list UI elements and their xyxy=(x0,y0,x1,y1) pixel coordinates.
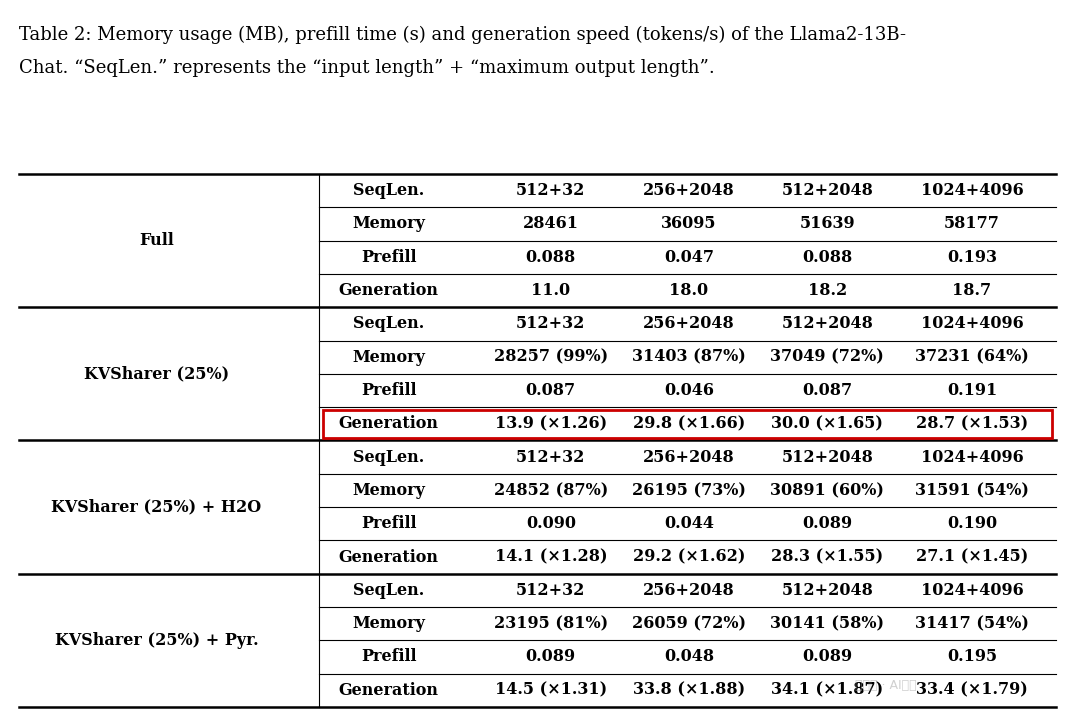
Text: KVSharer (25%) + Pyr.: KVSharer (25%) + Pyr. xyxy=(55,631,258,649)
Text: 0.046: 0.046 xyxy=(664,382,714,399)
Text: 0.089: 0.089 xyxy=(526,648,576,666)
Text: 29.8 (×1.66): 29.8 (×1.66) xyxy=(633,415,745,432)
Text: 512+32: 512+32 xyxy=(516,182,585,199)
Text: 512+2048: 512+2048 xyxy=(781,449,874,465)
Text: SeqLen.: SeqLen. xyxy=(353,182,424,199)
Text: 26059 (72%): 26059 (72%) xyxy=(632,615,746,632)
Text: 14.1 (×1.28): 14.1 (×1.28) xyxy=(495,549,607,566)
Text: 0.190: 0.190 xyxy=(947,515,997,532)
Text: 31403 (87%): 31403 (87%) xyxy=(632,349,746,365)
Text: 256+2048: 256+2048 xyxy=(644,449,734,465)
Text: 51639: 51639 xyxy=(799,215,855,233)
Text: 18.2: 18.2 xyxy=(808,282,847,299)
Text: 34.1 (×1.87): 34.1 (×1.87) xyxy=(771,682,883,699)
Text: Generation: Generation xyxy=(339,415,438,432)
Text: 18.7: 18.7 xyxy=(953,282,991,299)
Text: 512+32: 512+32 xyxy=(516,449,585,465)
Text: 18.0: 18.0 xyxy=(670,282,708,299)
Text: 0.087: 0.087 xyxy=(802,382,852,399)
Text: 512+2048: 512+2048 xyxy=(781,182,874,199)
Text: 256+2048: 256+2048 xyxy=(644,581,734,599)
Text: Chat. “SeqLen.” represents the “input length” + “maximum output length”.: Chat. “SeqLen.” represents the “input le… xyxy=(19,59,715,78)
Text: 0.089: 0.089 xyxy=(802,648,852,666)
Text: 0.193: 0.193 xyxy=(947,249,997,266)
Text: Prefill: Prefill xyxy=(361,648,417,666)
Text: 0.044: 0.044 xyxy=(664,515,714,532)
Text: 24852 (87%): 24852 (87%) xyxy=(494,482,608,499)
Text: 0.191: 0.191 xyxy=(947,382,997,399)
Text: 1024+4096: 1024+4096 xyxy=(920,581,1024,599)
Text: 27.1 (×1.45): 27.1 (×1.45) xyxy=(916,549,1028,566)
Text: 58177: 58177 xyxy=(944,215,1000,233)
Text: 36095: 36095 xyxy=(661,215,717,233)
Text: 0.088: 0.088 xyxy=(802,249,852,266)
Text: 28.7 (×1.53): 28.7 (×1.53) xyxy=(916,415,1028,432)
Text: 23195 (81%): 23195 (81%) xyxy=(494,615,608,632)
Text: 30141 (58%): 30141 (58%) xyxy=(770,615,885,632)
Text: 256+2048: 256+2048 xyxy=(644,182,734,199)
Text: 13.9 (×1.26): 13.9 (×1.26) xyxy=(495,415,607,432)
Text: 30.0 (×1.65): 30.0 (×1.65) xyxy=(771,415,883,432)
Text: 11.0: 11.0 xyxy=(531,282,570,299)
Text: 28.3 (×1.55): 28.3 (×1.55) xyxy=(771,549,883,566)
Text: 0.195: 0.195 xyxy=(947,648,997,666)
Text: Memory: Memory xyxy=(352,615,426,632)
Text: KVSharer (25%) + H2O: KVSharer (25%) + H2O xyxy=(52,499,261,515)
Text: 512+32: 512+32 xyxy=(516,581,585,599)
Text: 0.090: 0.090 xyxy=(526,515,576,532)
Text: 1024+4096: 1024+4096 xyxy=(920,315,1024,332)
Text: SeqLen.: SeqLen. xyxy=(353,315,424,332)
Text: Table 2: Memory usage (MB), prefill time (s) and generation speed (tokens/s) of : Table 2: Memory usage (MB), prefill time… xyxy=(19,25,906,44)
Text: SeqLen.: SeqLen. xyxy=(353,581,424,599)
Text: Memory: Memory xyxy=(352,349,426,365)
Text: 33.8 (×1.88): 33.8 (×1.88) xyxy=(633,682,745,699)
Text: 33.4 (×1.79): 33.4 (×1.79) xyxy=(916,682,1028,699)
Text: 512+32: 512+32 xyxy=(516,315,585,332)
Text: Prefill: Prefill xyxy=(361,515,417,532)
Text: 0.089: 0.089 xyxy=(802,515,852,532)
Text: 0.088: 0.088 xyxy=(526,249,576,266)
Text: 37231 (64%): 37231 (64%) xyxy=(915,349,1029,365)
Text: 29.2 (×1.62): 29.2 (×1.62) xyxy=(633,549,745,566)
Text: 公众号 · AI闲谈: 公众号 · AI闲谈 xyxy=(854,679,917,692)
Text: Prefill: Prefill xyxy=(361,382,417,399)
Text: 14.5 (×1.31): 14.5 (×1.31) xyxy=(495,682,607,699)
Text: 512+2048: 512+2048 xyxy=(781,581,874,599)
Text: 1024+4096: 1024+4096 xyxy=(920,182,1024,199)
Text: SeqLen.: SeqLen. xyxy=(353,449,424,465)
Text: KVSharer (25%): KVSharer (25%) xyxy=(84,365,229,382)
Text: 256+2048: 256+2048 xyxy=(644,315,734,332)
Text: 26195 (73%): 26195 (73%) xyxy=(632,482,746,499)
Text: 31591 (54%): 31591 (54%) xyxy=(915,482,1029,499)
Text: 31417 (54%): 31417 (54%) xyxy=(915,615,1029,632)
Text: 0.048: 0.048 xyxy=(664,648,714,666)
Text: Generation: Generation xyxy=(339,282,438,299)
Text: Prefill: Prefill xyxy=(361,249,417,266)
Text: Generation: Generation xyxy=(339,549,438,566)
Text: 1024+4096: 1024+4096 xyxy=(920,449,1024,465)
Text: 28461: 28461 xyxy=(523,215,579,233)
Text: Memory: Memory xyxy=(352,215,426,233)
Text: 512+2048: 512+2048 xyxy=(781,315,874,332)
Text: 37049 (72%): 37049 (72%) xyxy=(770,349,885,365)
Text: Memory: Memory xyxy=(352,482,426,499)
Text: 28257 (99%): 28257 (99%) xyxy=(494,349,608,365)
Text: 30891 (60%): 30891 (60%) xyxy=(770,482,885,499)
Text: 0.087: 0.087 xyxy=(526,382,576,399)
Text: Full: Full xyxy=(139,232,174,249)
Text: 0.047: 0.047 xyxy=(664,249,714,266)
Text: Generation: Generation xyxy=(339,682,438,699)
